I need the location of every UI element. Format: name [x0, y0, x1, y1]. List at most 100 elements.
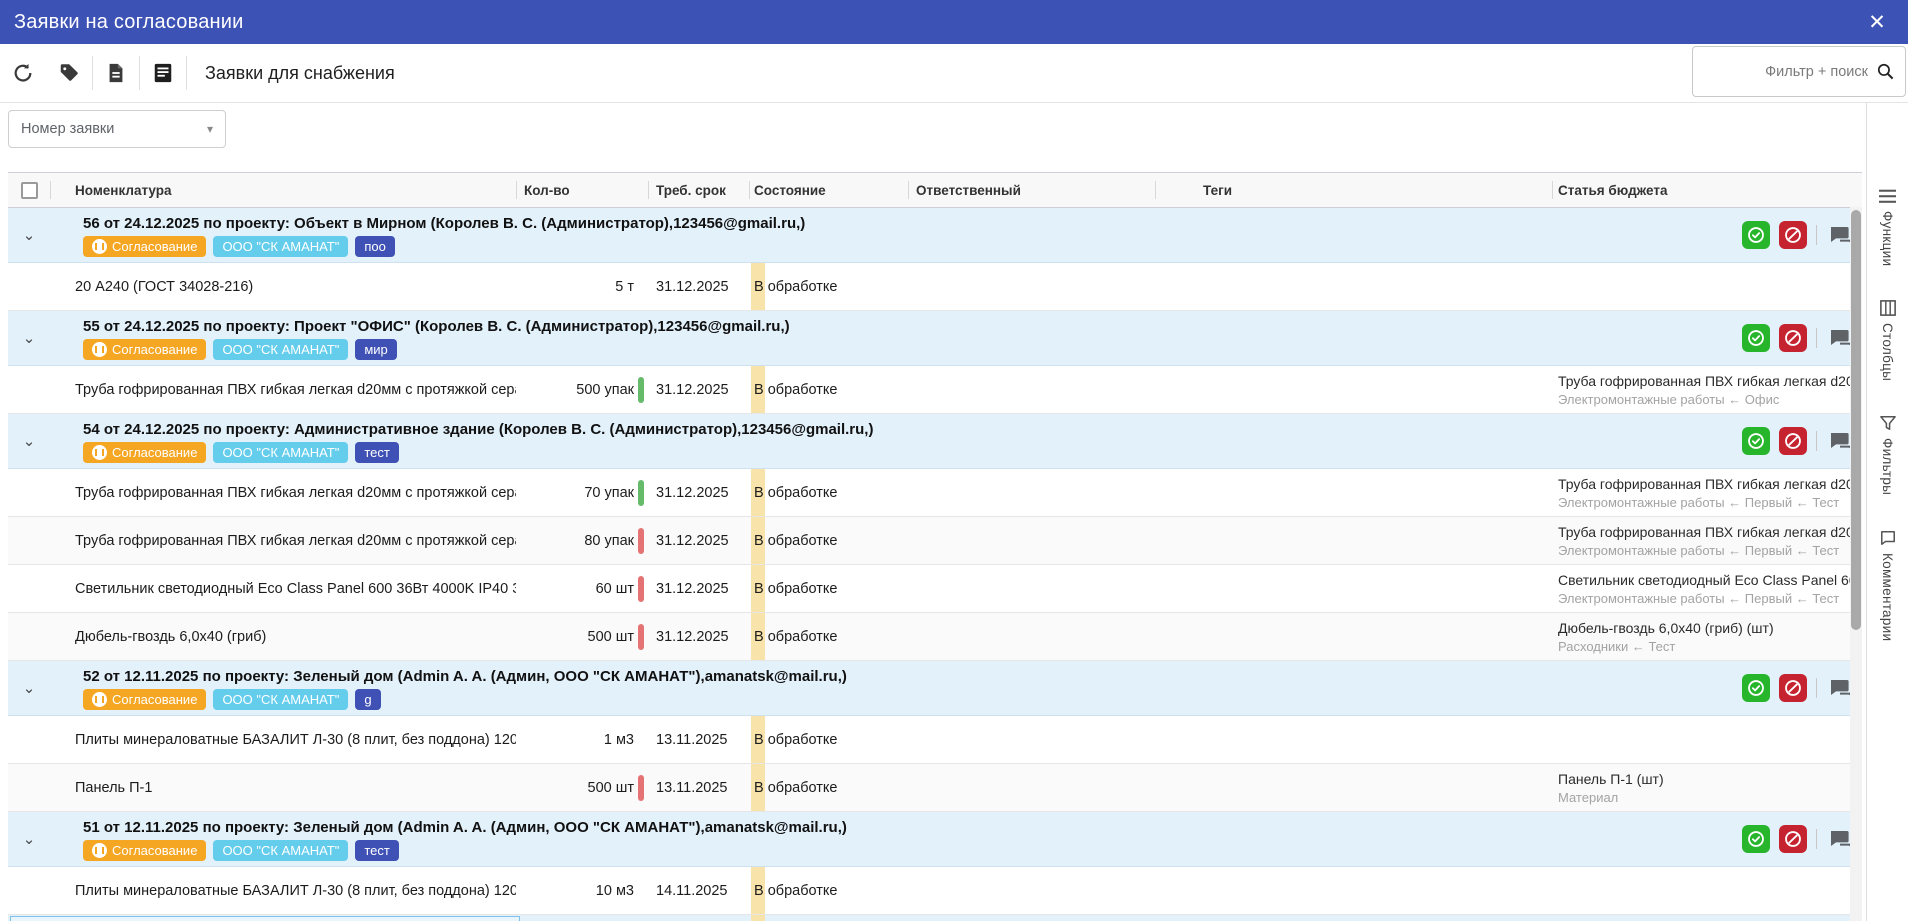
- item-budget-cell: [1552, 263, 1859, 310]
- item-name: Труба гофрированная ПВХ гибкая легкая d2…: [75, 381, 516, 398]
- item-row[interactable]: Дюбель-гвоздь 6,0x40 (гриб) 500 шт 31.12…: [8, 613, 1862, 661]
- col-budget-item[interactable]: Статья бюджета: [1552, 173, 1859, 207]
- document-icon[interactable]: [103, 60, 129, 86]
- item-due-date: 14.11.2025: [656, 882, 728, 899]
- approve-button[interactable]: [1742, 324, 1770, 352]
- item-row[interactable]: Плиты минераловатные БАЗАЛИТ Л-30 (8 пли…: [8, 716, 1862, 764]
- actions-separator: [1816, 431, 1817, 451]
- search-placeholder: Фильтр + поиск: [1765, 63, 1868, 80]
- approve-button[interactable]: [1742, 674, 1770, 702]
- badge-status: Согласование: [83, 840, 207, 861]
- badge-org: ООО "СК АМАНАТ": [213, 442, 349, 463]
- document-filled-icon[interactable]: [150, 60, 176, 86]
- col-state[interactable]: Состояние: [749, 173, 908, 207]
- group-actions: [1742, 208, 1856, 262]
- item-name: Плиты минераловатные БАЗАЛИТ Л-30 (8 пли…: [75, 731, 516, 748]
- qty-indicator: [638, 727, 644, 753]
- approve-button[interactable]: [1742, 427, 1770, 455]
- group-title: 54 от 24.12.2025 по проекту: Администрат…: [83, 421, 874, 438]
- item-qty: 5 т: [615, 278, 634, 295]
- badge-label: Согласование: [112, 239, 198, 254]
- header-checkbox-cell: [8, 173, 50, 207]
- table-header: Номенклатура Кол-во Треб. срок Состояние…: [8, 173, 1862, 208]
- item-qty-cell: 10 м3: [516, 867, 648, 914]
- group-row[interactable]: ⌄ 51 от 12.11.2025 по проекту: Зеленый д…: [8, 812, 1862, 867]
- select-all-checkbox[interactable]: [20, 181, 38, 199]
- close-icon[interactable]: ✕: [1868, 10, 1886, 34]
- item-row[interactable]: Труба гофрированная ПВХ гибкая легкая d2…: [8, 366, 1862, 414]
- reject-button[interactable]: [1779, 427, 1807, 455]
- item-qty-cell: 1 м3: [516, 716, 648, 763]
- badge-tag: мир: [355, 339, 397, 360]
- chevron-expand-icon[interactable]: ⌄: [22, 227, 36, 244]
- comment-icon: [1880, 530, 1895, 545]
- item-row[interactable]: 20 А240 (ГОСТ 34028-216) 5 т 31.12.2025 …: [8, 263, 1862, 311]
- request-number-select[interactable]: Номер заявки ▾: [8, 110, 226, 148]
- chevron-expand-icon[interactable]: ⌄: [22, 680, 36, 697]
- group-row[interactable]: ⌄ 54 от 24.12.2025 по проекту: Администр…: [8, 414, 1862, 469]
- vertical-scrollbar[interactable]: [1850, 207, 1862, 921]
- item-responsible: [908, 366, 1155, 413]
- item-state: В обработке: [754, 484, 838, 501]
- item-row[interactable]: Плиты минераловатные БАЗАЛИТ Л-30 (8 пли…: [8, 867, 1862, 915]
- group-row[interactable]: ⌄ 56 от 24.12.2025 по проекту: Объект в …: [8, 208, 1862, 263]
- item-name: Панель П-1: [75, 779, 153, 796]
- item-state-cell: В обработке: [749, 716, 908, 763]
- scrollbar-thumb[interactable]: [1851, 210, 1861, 630]
- group-actions: [1742, 311, 1856, 365]
- reject-button[interactable]: [1779, 674, 1807, 702]
- item-name: Светильник светодиодный Eco Class Panel …: [75, 580, 516, 597]
- group-info: 51 от 12.11.2025 по проекту: Зеленый дом…: [50, 812, 847, 866]
- chevron-expand-icon[interactable]: ⌄: [22, 433, 36, 450]
- col-qty[interactable]: Кол-во: [516, 173, 648, 207]
- reject-button[interactable]: [1779, 825, 1807, 853]
- item-row[interactable]: Труба гофрированная ПВХ гибкая легкая d2…: [8, 469, 1862, 517]
- item-budget-cell: Панель П-1 (шт) Материал: [1552, 764, 1859, 811]
- col-responsible[interactable]: Ответственный: [908, 173, 1155, 207]
- item-budget-cell: [1552, 867, 1859, 914]
- badge-label: ООО "СК АМАНАТ": [222, 843, 340, 858]
- col-due-date[interactable]: Треб. срок: [648, 173, 749, 207]
- item-row[interactable]: Панель П-1 500 шт 13.11.2025 В обработке…: [8, 764, 1862, 812]
- item-state-cell: В обработке: [749, 764, 908, 811]
- badge-status: Согласование: [83, 689, 207, 710]
- tab-columns[interactable]: Столбцы: [1879, 300, 1896, 381]
- refresh-icon[interactable]: [10, 60, 36, 86]
- budget-item: Труба гофрированная ПВХ гибкая легкая d2…: [1558, 524, 1859, 540]
- budget-item: Светильник светодиодный Eco Class Panel …: [1558, 572, 1859, 588]
- item-row[interactable]: Труба гофрированная ПВХ гибкая легкая d2…: [8, 517, 1862, 565]
- group-info: 54 от 24.12.2025 по проекту: Администрат…: [50, 414, 873, 468]
- filter-icon: [1879, 416, 1896, 431]
- chevron-expand-icon[interactable]: ⌄: [22, 831, 36, 848]
- reject-button[interactable]: [1779, 221, 1807, 249]
- item-expander-cell: [8, 867, 50, 914]
- tab-filters[interactable]: Фильтры: [1879, 415, 1896, 496]
- tab-comments[interactable]: Комментарии: [1880, 530, 1896, 641]
- reject-button[interactable]: [1779, 324, 1807, 352]
- budget-path: Расходники ← Тест: [1558, 639, 1676, 654]
- col-nomenclature[interactable]: Номенклатура: [50, 173, 516, 207]
- item-state-cell: В обработке: [749, 867, 908, 914]
- item-name: Труба гофрированная ПВХ гибкая легкая d2…: [75, 532, 516, 549]
- badge-org: ООО "СК АМАНАТ": [213, 689, 349, 710]
- chevron-expand-icon[interactable]: ⌄: [22, 330, 36, 347]
- badge-label: ООО "СК АМАНАТ": [222, 239, 340, 254]
- item-row[interactable]: Светильник светодиодный Eco Class Panel …: [8, 565, 1862, 613]
- qty-indicator: [638, 575, 644, 602]
- item-qty: 500 шт: [587, 779, 635, 796]
- badge-label: тест: [364, 445, 390, 460]
- approve-button[interactable]: [1742, 825, 1770, 853]
- approve-button[interactable]: [1742, 221, 1770, 249]
- filter-search-input[interactable]: Фильтр + поиск: [1692, 46, 1906, 97]
- budget-path: Электромонтажные работы ← Офис: [1558, 392, 1780, 407]
- tab-functions[interactable]: Функции: [1879, 189, 1896, 266]
- col-tags[interactable]: Теги: [1155, 173, 1552, 207]
- tag-icon[interactable]: [56, 60, 82, 86]
- group-row[interactable]: ⌄ 52 от 12.11.2025 по проекту: Зеленый д…: [8, 661, 1862, 716]
- item-name: Плиты минераловатные БАЗАЛИТ Л-30 (8 пли…: [75, 882, 516, 899]
- item-name: Дюбель-гвоздь 6,0x40 (гриб): [75, 628, 267, 645]
- item-expander-cell: [8, 613, 50, 660]
- item-due-date: 13.11.2025: [656, 779, 728, 796]
- group-row[interactable]: ⌄ 55 от 24.12.2025 по проекту: Проект "О…: [8, 311, 1862, 366]
